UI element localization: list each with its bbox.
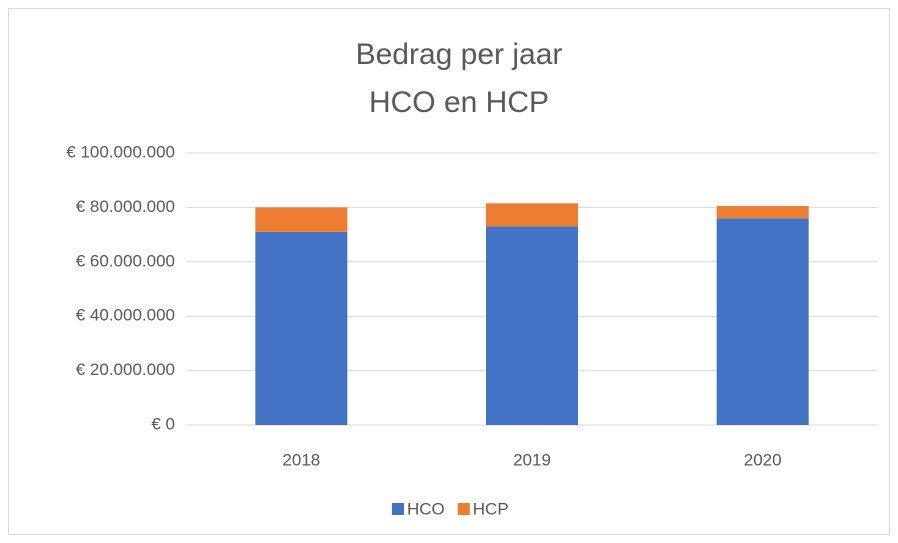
legend-label: HCO	[407, 499, 445, 518]
x-tick-label: 2018	[282, 450, 320, 469]
y-tick-label: € 100.000.000	[66, 142, 175, 161]
x-tick-label: 2019	[513, 450, 551, 469]
legend-swatch	[392, 503, 404, 515]
x-tick-label: 2020	[744, 450, 782, 469]
y-tick-label: € 40.000.000	[76, 306, 175, 325]
legend-swatch	[457, 503, 470, 515]
y-tick-label: € 60.000.000	[76, 251, 175, 270]
legend-label: HCP	[473, 499, 509, 518]
y-tick-label: € 80.000.000	[76, 197, 175, 216]
chart-subtitle: HCO en HCP	[369, 86, 549, 119]
y-tick-label: € 0	[151, 414, 175, 433]
bar-segment	[255, 231, 348, 425]
chart-title: Bedrag per jaar	[356, 38, 563, 71]
y-tick-label: € 20.000.000	[76, 360, 175, 379]
bar-segment	[716, 206, 809, 219]
bar-segment	[255, 207, 348, 232]
bar-segment	[486, 226, 578, 425]
bar-segment	[716, 218, 809, 425]
bar-segment	[486, 203, 578, 227]
